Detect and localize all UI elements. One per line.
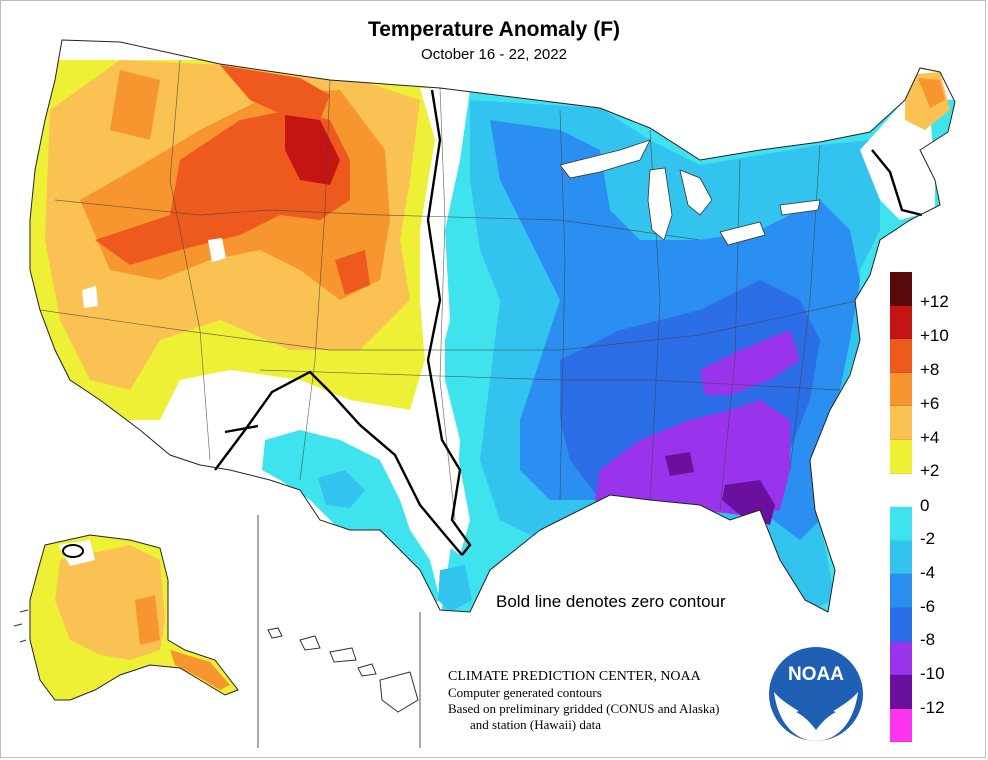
legend-label: -8 bbox=[920, 630, 936, 649]
legend-label: +4 bbox=[920, 428, 940, 447]
alaska-inset bbox=[13, 534, 239, 701]
credit-line: Based on preliminary gridded (CONUS and … bbox=[448, 701, 720, 716]
color-legend: +12 +10 +8 +6 +4 +2 0 -2 -4 -6 -8 -10 -1… bbox=[890, 272, 949, 743]
inset-dividers bbox=[257, 515, 421, 748]
legend-label: +12 bbox=[920, 292, 949, 311]
legend-swatch bbox=[890, 372, 912, 407]
legend-swatch bbox=[890, 339, 912, 373]
legend-label: -12 bbox=[920, 698, 945, 717]
noaa-logo: NOAA bbox=[767, 645, 865, 743]
zero-contour bbox=[214, 89, 923, 556]
legend-swatch bbox=[890, 272, 912, 306]
legend-label: +6 bbox=[920, 394, 940, 413]
map-title: Temperature Anomaly (F) bbox=[367, 18, 621, 41]
legend-swatch bbox=[890, 607, 912, 642]
legend-label: -2 bbox=[920, 529, 936, 548]
map-date-range: October 16 - 22, 2022 bbox=[421, 46, 567, 63]
hawaii-inset bbox=[267, 627, 419, 713]
legend-swatch bbox=[890, 305, 912, 340]
credit-line: and station (Hawaii) data bbox=[470, 717, 602, 732]
legend-swatch bbox=[890, 540, 912, 575]
credits-block: CLIMATE PREDICTION CENTER, NOAA Computer… bbox=[448, 669, 720, 733]
legend-colorbar bbox=[890, 272, 912, 743]
noaa-logo-text: NOAA bbox=[788, 664, 844, 685]
great-lakes bbox=[559, 139, 821, 246]
legend-label: +8 bbox=[920, 360, 940, 379]
alaska-outline bbox=[29, 534, 239, 701]
legend-label: -10 bbox=[920, 664, 945, 683]
legend-swatch bbox=[890, 708, 912, 743]
legend-swatch bbox=[890, 406, 912, 440]
legend-label: +10 bbox=[920, 326, 949, 345]
legend-swatch bbox=[890, 675, 912, 709]
legend-label: 0 bbox=[920, 496, 930, 515]
legend-swatch bbox=[890, 439, 912, 474]
legend-label: -4 bbox=[920, 563, 936, 582]
legend-label: +2 bbox=[920, 461, 940, 480]
credit-line: Computer generated contours bbox=[448, 685, 602, 700]
conus-anomaly-fields bbox=[30, 40, 955, 612]
legend-label: -6 bbox=[920, 597, 936, 616]
legend-swatch bbox=[890, 507, 912, 541]
credit-line: CLIMATE PREDICTION CENTER, NOAA bbox=[448, 669, 701, 684]
legend-swatch bbox=[890, 641, 912, 676]
legend-swatch bbox=[890, 574, 912, 608]
legend-swatch bbox=[890, 473, 912, 508]
zero-contour-note: Bold line denotes zero contour bbox=[496, 592, 726, 611]
conus-outline bbox=[29, 39, 956, 613]
